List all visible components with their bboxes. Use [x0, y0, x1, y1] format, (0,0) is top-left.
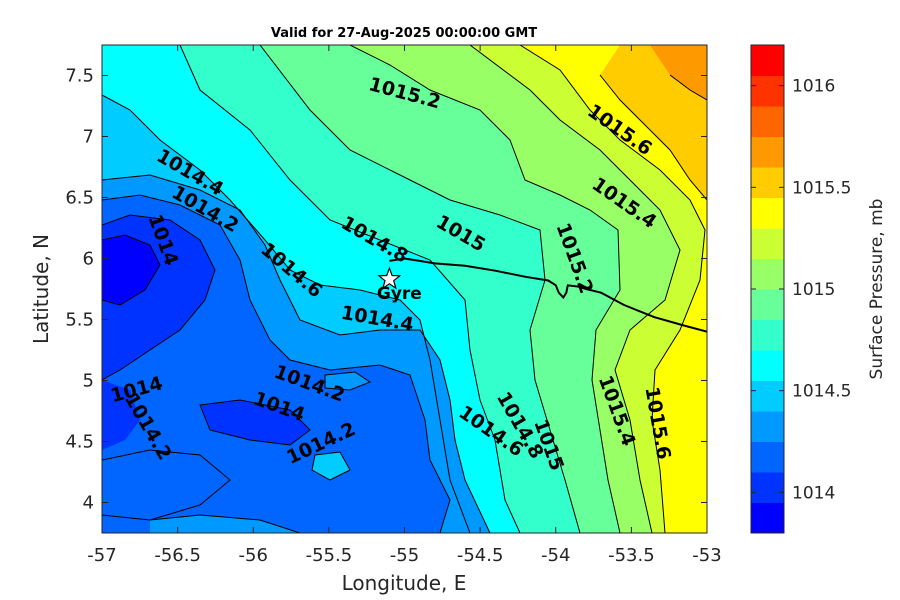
colorbar-segment — [751, 441, 784, 473]
contour-fill-island — [325, 372, 370, 390]
contour-fill-1015-8 — [600, 45, 707, 200]
stations: Gyre — [377, 266, 422, 304]
x-tick-label: -56.5 — [154, 545, 201, 566]
station-label: Gyre — [377, 284, 422, 304]
colorbar-segment — [751, 350, 784, 381]
colorbar-segment — [751, 197, 784, 229]
colorbar-segment — [751, 411, 784, 442]
colorbar: 1014 1014.5 1015 1015.5 1016 — [750, 44, 851, 534]
colorbar-segment — [751, 258, 784, 290]
contour-fill-small-high — [312, 452, 350, 480]
contour-lines — [102, 45, 707, 533]
colorbar-segment — [751, 228, 784, 259]
colorbar-segment — [751, 380, 784, 412]
colorbar-tick-label: 1016 — [792, 77, 835, 97]
y-axis-label: Latitude, N — [29, 234, 53, 344]
contour-fill-1014-south — [200, 400, 310, 445]
x-tick-label: -55 — [390, 545, 419, 566]
colorbar-tick-label: 1014 — [792, 483, 835, 503]
colorbar-segment — [751, 106, 784, 137]
x-tick-label: -55.5 — [306, 545, 353, 566]
y-tick-label: 4.5 — [65, 432, 94, 453]
x-tick-label: -54 — [541, 545, 570, 566]
x-tick-label: -53.5 — [608, 545, 655, 566]
y-tick-label: 4 — [83, 493, 94, 514]
x-axis: -57 -56.5 -56 -55.5 -55 -54.5 -54 -53.5 -53 — [87, 45, 722, 566]
colorbar-segment — [751, 289, 784, 320]
contour-fill-low-west — [102, 235, 160, 305]
coastline — [389, 257, 707, 333]
colorbar-segment — [751, 502, 784, 534]
colorbar-tick-label: 1015.5 — [792, 178, 851, 198]
contour-fill-1014-sw — [102, 380, 140, 450]
colorbar-tick-label: 1014.5 — [792, 382, 851, 402]
colorbar-segment — [751, 167, 784, 198]
contour-fill-southwest-2 — [150, 515, 300, 533]
y-tick-label: 6 — [83, 249, 94, 270]
y-tick-label: 5.5 — [65, 310, 94, 331]
colorbar-segment — [751, 136, 784, 168]
x-axis-label: Longitude, E — [342, 571, 467, 595]
contour-fill-southwest — [102, 450, 230, 520]
station-marker-star — [377, 266, 402, 290]
y-tick-label: 5 — [83, 371, 94, 392]
y-tick-label: 7 — [83, 127, 94, 148]
colorbar-segment — [751, 75, 784, 107]
chart-title: Valid for 27-Aug-2025 00:00:00 GMT — [271, 26, 537, 41]
colorbar-segment — [751, 45, 784, 76]
contour-fill-1015-6 — [520, 45, 707, 533]
colorbar-label: Surface Pressure, mb — [867, 199, 887, 380]
x-tick-label: -54.5 — [457, 545, 504, 566]
colorbar-segment — [751, 472, 784, 503]
y-tick-label: 6.5 — [65, 188, 94, 209]
contour-fill-1016 — [650, 45, 707, 100]
x-tick-label: -53 — [692, 545, 721, 566]
y-tick-label: 7.5 — [65, 66, 94, 87]
colorbar-tick-label: 1015 — [792, 280, 835, 300]
colorbar-segment — [751, 319, 784, 351]
contour-fill-1015-4 — [470, 45, 707, 533]
x-tick-label: -56 — [239, 545, 268, 566]
x-tick-label: -57 — [87, 545, 116, 566]
y-axis: 4 4.5 5 5.5 6 6.5 7 7.5 — [65, 66, 707, 514]
